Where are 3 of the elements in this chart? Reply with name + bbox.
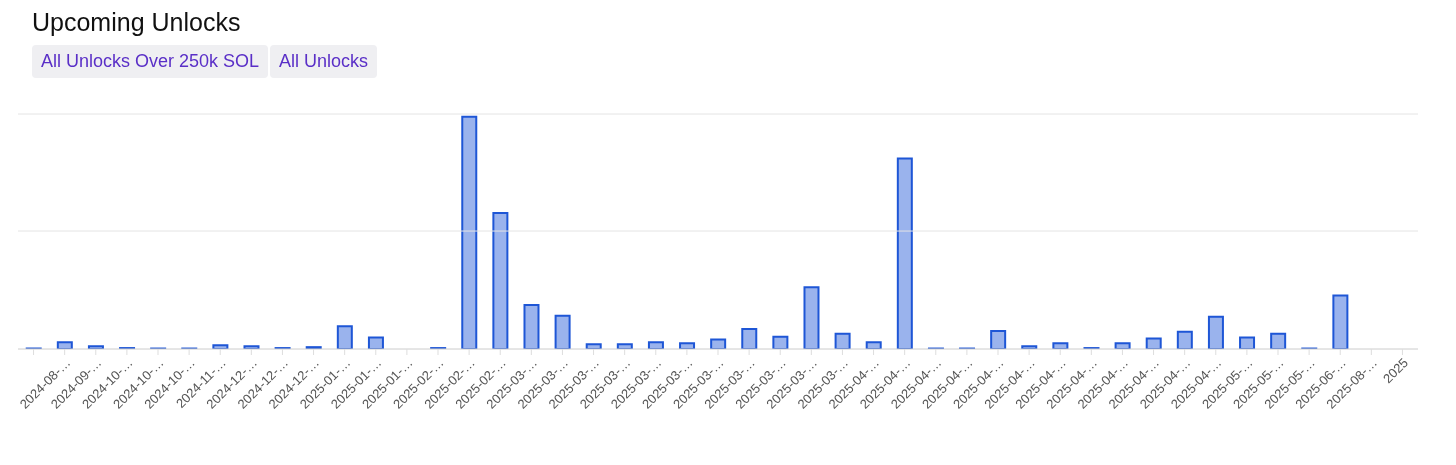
chart-title: Upcoming Unlocks	[32, 8, 242, 37]
text: All Unlocks	[270, 45, 378, 78]
text: All Unlocks Over 250k SOL	[32, 45, 269, 78]
